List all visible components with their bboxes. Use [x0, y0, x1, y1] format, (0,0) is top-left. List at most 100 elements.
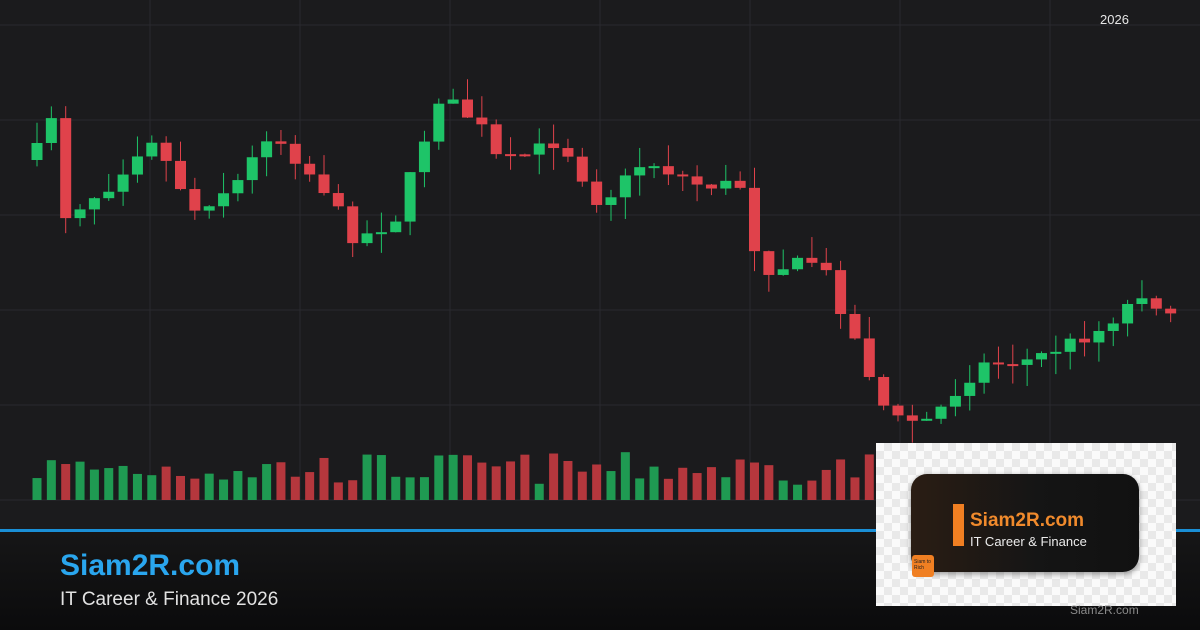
volume-bar: [534, 483, 544, 500]
volume-bar: [46, 460, 56, 500]
volume-bar: [649, 466, 659, 500]
volume-bar: [750, 462, 759, 500]
volume-bar: [706, 467, 716, 500]
volume-bar: [448, 454, 458, 500]
logo-bar: [953, 504, 964, 546]
candle: [1064, 338, 1076, 352]
candle: [1136, 298, 1148, 304]
volume-bar: [219, 479, 229, 500]
candle: [777, 269, 789, 275]
candle: [992, 362, 1004, 365]
candle: [490, 124, 502, 155]
volume-bar: [419, 477, 429, 500]
volume-bar: [290, 476, 300, 500]
candle: [131, 156, 143, 175]
candle: [605, 197, 617, 205]
candle: [318, 174, 330, 194]
candle: [390, 221, 402, 233]
candle: [763, 251, 775, 275]
watermark: Siam2R.com: [1070, 603, 1139, 617]
candle: [45, 118, 57, 144]
candle: [576, 156, 588, 182]
volume-bar: [620, 452, 630, 500]
volume-bar: [376, 455, 386, 500]
volume-bar: [204, 473, 214, 500]
candle: [749, 187, 760, 252]
candle: [31, 143, 43, 160]
candle: [1079, 338, 1091, 343]
volume-bar: [147, 475, 157, 500]
volume-bar: [692, 473, 702, 500]
candle: [1122, 303, 1134, 324]
candle: [1093, 330, 1105, 343]
volume-bar: [348, 480, 358, 500]
volume-bar: [61, 464, 71, 500]
volume-bar: [506, 461, 516, 500]
volume-bar: [391, 476, 401, 500]
volume-bar: [247, 477, 257, 500]
volume-bar: [104, 468, 114, 500]
volume-bar: [190, 478, 200, 500]
candle: [1165, 308, 1177, 314]
volume-bar: [333, 482, 343, 500]
candle: [433, 103, 445, 142]
candle: [863, 338, 875, 377]
volume-bar: [362, 454, 372, 500]
candle: [289, 143, 301, 164]
candle: [275, 141, 287, 144]
candle: [1007, 364, 1019, 367]
candle: [447, 99, 459, 104]
volume-bar: [807, 480, 817, 500]
accent-line: [0, 529, 1200, 532]
candle: [347, 206, 359, 244]
candle: [375, 232, 387, 235]
volume-bar: [606, 471, 616, 500]
volume-bar: [176, 475, 185, 500]
candle: [203, 206, 215, 211]
volume-bar: [778, 480, 788, 500]
candle: [878, 376, 890, 406]
candle: [892, 405, 904, 416]
volume-bar: [836, 459, 846, 500]
volume-bar: [663, 478, 673, 500]
candle: [232, 180, 244, 194]
candle: [418, 141, 430, 173]
candle: [806, 257, 818, 263]
logo-card: Siam2R.com IT Career & Finance Siam to R…: [911, 474, 1139, 577]
volume-bar: [850, 477, 860, 500]
candle: [691, 176, 703, 185]
candle: [261, 141, 273, 158]
volume-bar: [577, 471, 587, 500]
candle: [361, 233, 373, 244]
volume-bar: [864, 454, 874, 500]
candle: [921, 418, 933, 421]
candle: [146, 142, 158, 157]
candle: [533, 143, 545, 155]
candle: [74, 209, 86, 219]
logo-panel: Siam2R.com IT Career & Finance Siam to R…: [876, 443, 1176, 606]
candle: [835, 270, 847, 315]
candle: [1036, 353, 1047, 360]
volume-bar: [161, 466, 171, 500]
candle: [677, 174, 689, 177]
candle: [562, 148, 574, 157]
candle: [906, 415, 918, 421]
logo-title: Siam2R.com: [970, 510, 1085, 531]
candle: [548, 143, 560, 149]
candle: [88, 198, 100, 210]
volume-bar: [132, 473, 142, 500]
candle: [705, 184, 717, 189]
candle: [1021, 359, 1033, 365]
candle: [476, 117, 488, 125]
candle: [978, 362, 990, 383]
volume-bar: [721, 477, 731, 500]
candle: [117, 174, 129, 192]
candle: [648, 166, 660, 169]
brand-title: Siam2R.com: [60, 549, 241, 582]
candle: [1107, 323, 1119, 331]
candle: [462, 99, 473, 118]
volume-bar: [405, 477, 415, 500]
volume-bar: [821, 469, 831, 500]
candle: [949, 395, 961, 407]
